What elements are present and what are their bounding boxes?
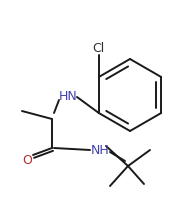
Text: NH: NH	[91, 143, 109, 157]
Text: O: O	[22, 154, 32, 168]
Text: Cl: Cl	[93, 42, 105, 55]
Text: HN: HN	[59, 90, 77, 104]
